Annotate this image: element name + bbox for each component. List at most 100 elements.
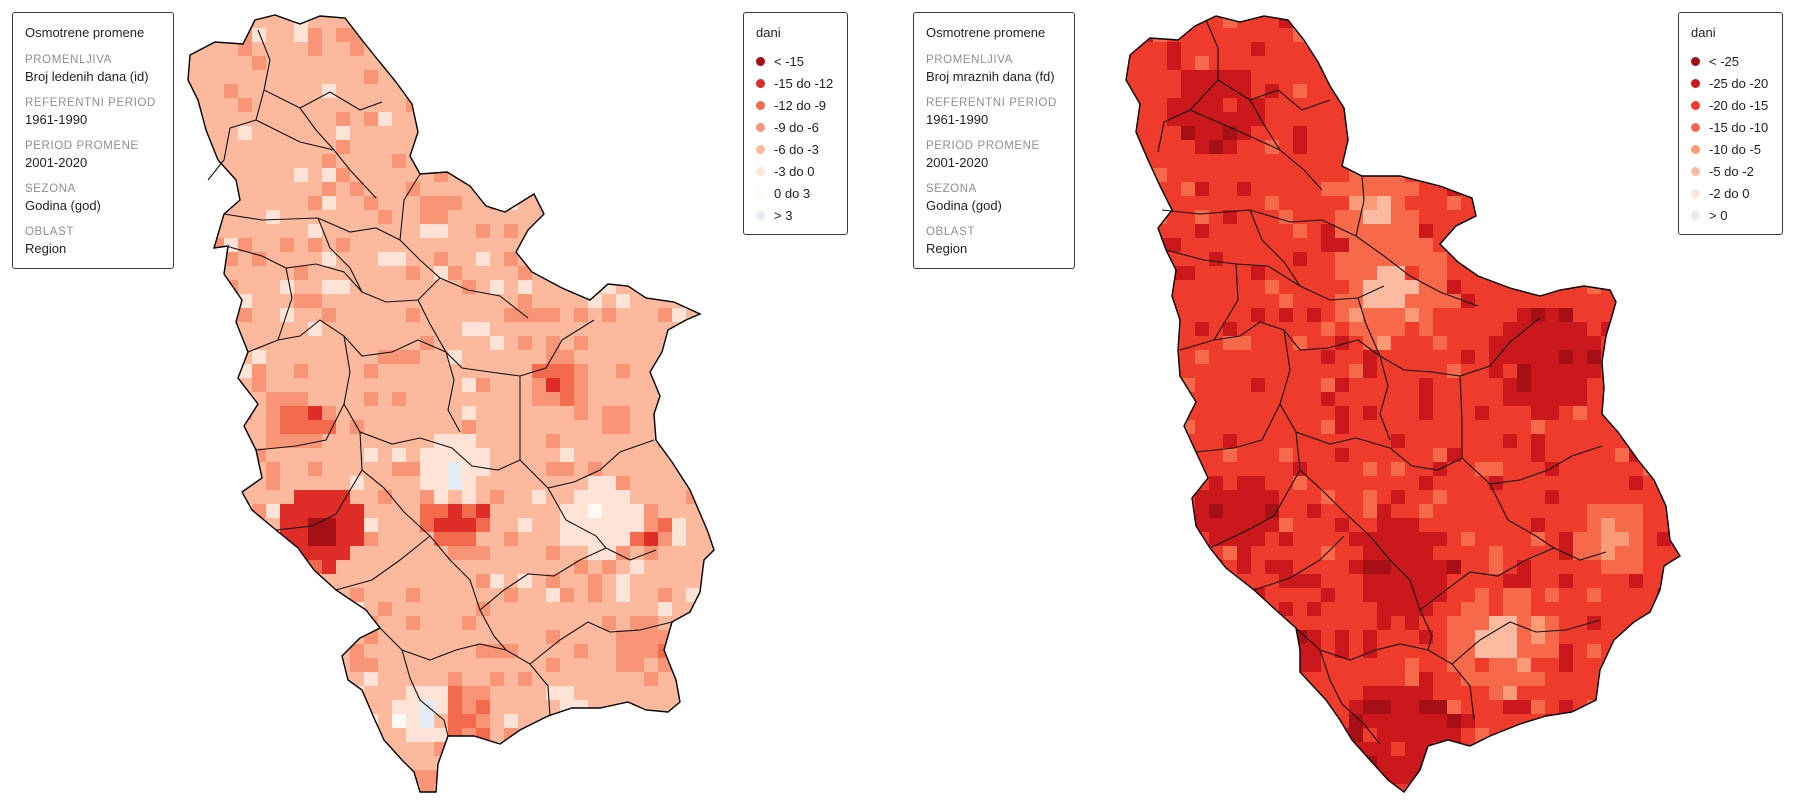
- grid-cell: [1237, 140, 1252, 155]
- grid-cell: [1503, 280, 1518, 295]
- grid-cell: [1349, 336, 1364, 351]
- grid-cell: [378, 140, 393, 155]
- grid-cell: [1461, 560, 1476, 575]
- grid-cell: [1559, 518, 1574, 533]
- grid-cell: [1405, 490, 1420, 505]
- grid-cell: [532, 420, 547, 435]
- grid-cell: [476, 294, 491, 309]
- grid-cell: [616, 378, 631, 393]
- grid-cell: [364, 182, 379, 197]
- grid-cell: [434, 378, 449, 393]
- grid-cell: [462, 336, 477, 351]
- grid-cell: [1209, 504, 1224, 519]
- grid-cell: [1587, 322, 1602, 337]
- grid-cell: [1251, 126, 1266, 141]
- grid-cell: [1433, 434, 1448, 449]
- grid-cell: [1573, 658, 1588, 673]
- grid-cell: [322, 280, 337, 295]
- grid-cell: [1265, 98, 1280, 113]
- grid-cell: [406, 546, 421, 561]
- grid-cell: [1419, 658, 1434, 673]
- grid-cell: [1461, 280, 1476, 295]
- grid-cell: [1405, 224, 1420, 239]
- grid-cell: [462, 210, 477, 225]
- grid-cell: [1153, 42, 1168, 57]
- map-frost-days[interactable]: [901, 0, 1802, 802]
- grid-cell: [602, 602, 617, 617]
- map-ice-days[interactable]: [0, 0, 901, 802]
- info-box: Osmotrene promene PROMENLJIVA Broj mrazn…: [913, 12, 1075, 269]
- grid-cell: [1195, 434, 1210, 449]
- grid-cell: [1391, 644, 1406, 659]
- grid-cell: [588, 420, 603, 435]
- grid-cell: [448, 546, 463, 561]
- grid-cell: [1321, 462, 1336, 477]
- grid-cell: [1335, 378, 1350, 393]
- grid-cell: [1433, 686, 1448, 701]
- grid-cell: [1293, 476, 1308, 491]
- grid-cell: [532, 532, 547, 547]
- grid-cell: [1349, 476, 1364, 491]
- grid-cell: [1531, 700, 1546, 715]
- grid-cell: [378, 630, 393, 645]
- grid-cell: [1531, 644, 1546, 659]
- grid-cell: [1195, 196, 1210, 211]
- grid-cell: [1237, 462, 1252, 477]
- grid-cell: [574, 574, 589, 589]
- grid-cell: [252, 210, 267, 225]
- grid-cell: [420, 546, 435, 561]
- grid-cell: [1531, 308, 1546, 323]
- grid-cell: [1433, 714, 1448, 729]
- grid-cell: [280, 84, 295, 99]
- grid-cell: [462, 714, 477, 729]
- grid-cell: [532, 700, 547, 715]
- grid-cell: [616, 616, 631, 631]
- grid-cell: [490, 658, 505, 673]
- grid-cell: [1503, 588, 1518, 603]
- grid-cell: [1209, 224, 1224, 239]
- legend-swatch: [1691, 100, 1700, 110]
- grid-cell: [1265, 266, 1280, 281]
- grid-cell: [322, 168, 337, 183]
- grid-cell: [434, 350, 449, 365]
- grid-cell: [1363, 294, 1378, 309]
- grid-cell: [462, 616, 477, 631]
- grid-cell: [1447, 406, 1462, 421]
- grid-cell: [658, 476, 673, 491]
- grid-cell: [546, 434, 561, 449]
- grid-cell: [1167, 182, 1182, 197]
- grid-cell: [1209, 364, 1224, 379]
- grid-cell: [364, 308, 379, 323]
- grid-cell: [224, 238, 239, 253]
- grid-cell: [532, 616, 547, 631]
- grid-cell: [1433, 364, 1448, 379]
- grid-cell: [1559, 672, 1574, 687]
- grid-cell: [1293, 168, 1308, 183]
- grid-cell: [322, 224, 337, 239]
- grid-cell: [476, 420, 491, 435]
- grid-cell: [630, 392, 645, 407]
- grid-cell: [434, 574, 449, 589]
- grid-cell: [1447, 308, 1462, 323]
- grid-cell: [490, 476, 505, 491]
- grid-cell: [616, 630, 631, 645]
- grid-cell: [266, 196, 281, 211]
- grid-cell: [1545, 588, 1560, 603]
- grid-cell: [1307, 168, 1322, 183]
- grid-cell: [434, 406, 449, 421]
- grid-cell: [644, 504, 659, 519]
- grid-cell: [406, 364, 421, 379]
- grid-cell: [1279, 476, 1294, 491]
- grid-cell: [1237, 168, 1252, 183]
- grid-cell: [560, 322, 575, 337]
- grid-cell: [602, 420, 617, 435]
- grid-cell: [420, 308, 435, 323]
- legend-label: -25 do -20: [1709, 75, 1769, 91]
- grid-cell: [644, 462, 659, 477]
- grid-cell: [462, 588, 477, 603]
- grid-cell: [504, 392, 519, 407]
- grid-cell: [1531, 294, 1546, 309]
- grid-cell: [1251, 462, 1266, 477]
- grid-cell: [294, 504, 309, 519]
- grid-cell: [364, 658, 379, 673]
